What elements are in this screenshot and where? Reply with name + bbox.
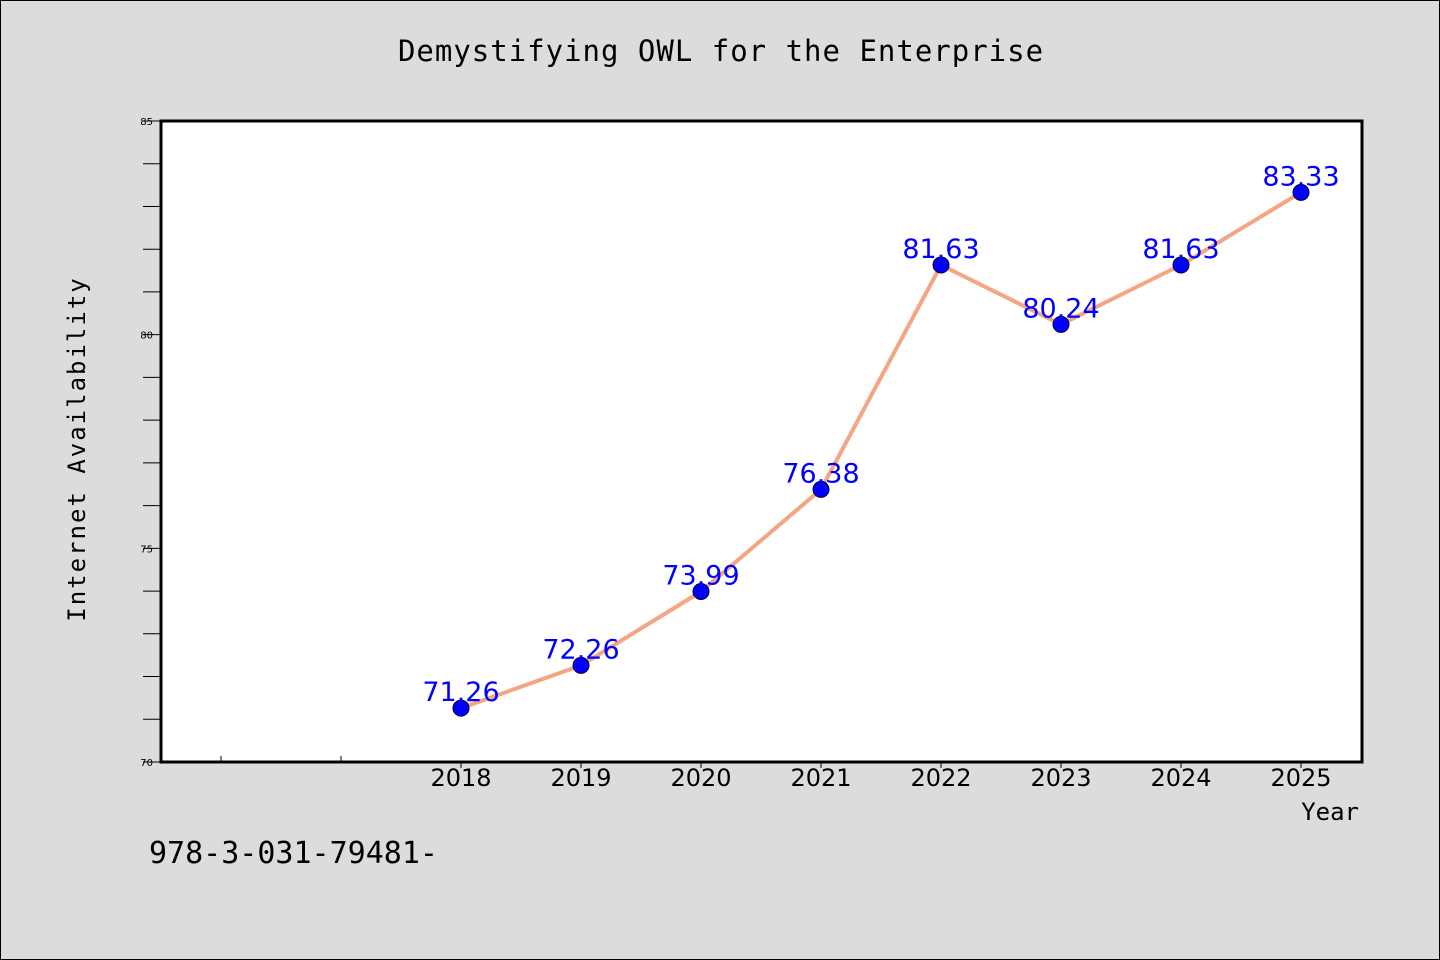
data-point: [812, 480, 830, 498]
y-tick-label: 80: [140, 331, 153, 342]
x-axis-label: Year: [1301, 798, 1359, 826]
data-label: 76.38: [782, 458, 859, 489]
x-axis: 2018 2019 2020 2021 2022 2023 2024 2025: [220, 756, 1332, 792]
data-label: 83.33: [1262, 161, 1339, 192]
series-layer: [452, 183, 1310, 717]
data-label: 81.63: [902, 234, 979, 265]
data-point: [932, 256, 950, 274]
data-point: [1052, 315, 1070, 333]
plot-area: [159, 119, 1364, 764]
footer-code: 978-3-031-79481-: [149, 836, 438, 871]
y-tick-label: 75: [140, 544, 153, 555]
x-tick-label: 2021: [790, 764, 851, 792]
data-point: [692, 582, 710, 600]
data-label: 71.26: [422, 677, 499, 708]
x-tick-label: 2020: [670, 764, 731, 792]
y-tick-label: 85: [140, 117, 153, 128]
y-axis-label: Internet Availability: [63, 276, 91, 622]
x-tick-label: 2018: [430, 764, 491, 792]
data-labels: 71.26 72.26 73.99 76.38 81.63 80.24 81.63 83.33: [422, 161, 1339, 708]
data-label: 72.26: [542, 634, 619, 665]
data-point: [1172, 256, 1190, 274]
x-tick-label: 2025: [1270, 764, 1331, 792]
series-line: [459, 190, 1303, 711]
data-label: 81.63: [1142, 234, 1219, 265]
data-label: 73.99: [662, 560, 739, 591]
data-point: [572, 656, 590, 674]
x-tick-label: 2022: [910, 764, 971, 792]
data-label: 80.24: [1022, 293, 1099, 324]
data-point: [1292, 183, 1310, 201]
y-tick-label: 70: [140, 758, 153, 769]
data-point: [452, 699, 470, 717]
x-tick-label: 2019: [550, 764, 611, 792]
chart-title: Demystifying OWL for the Enterprise: [397, 34, 1045, 68]
y-axis: 70 75 80 85: [140, 117, 161, 769]
x-tick-label: 2024: [1150, 764, 1211, 792]
x-tick-label: 2023: [1030, 764, 1091, 792]
